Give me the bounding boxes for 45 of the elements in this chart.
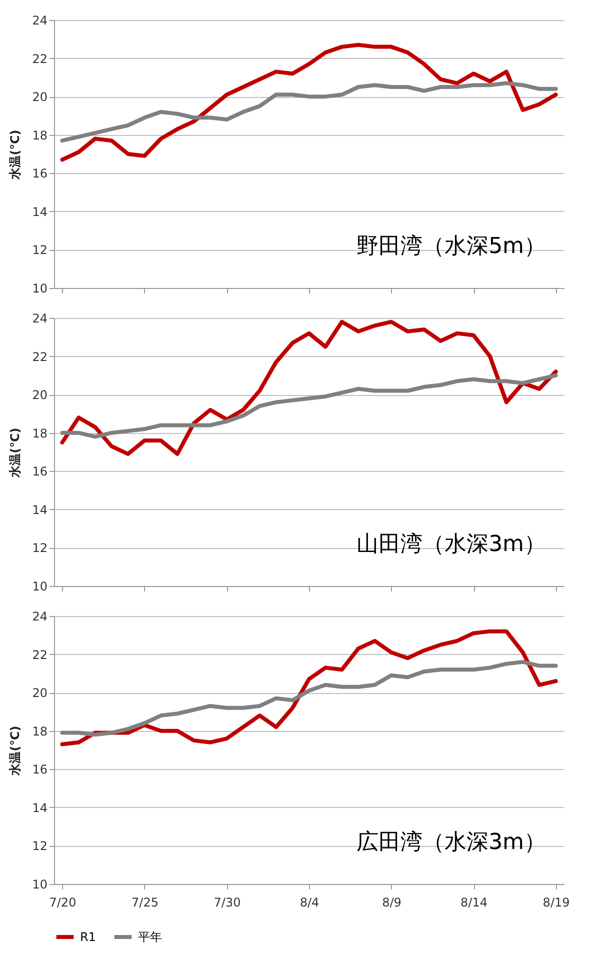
- line-series: [60, 373, 558, 439]
- legend-label: 平年: [138, 930, 162, 944]
- y-tick-label: 10: [32, 580, 48, 594]
- y-tick-label: 18: [32, 426, 48, 440]
- y-tick-label: 24: [32, 312, 48, 326]
- y-tick-label: 24: [32, 610, 48, 624]
- x-tick-label: 8/4: [300, 896, 320, 910]
- y-tick-label: 16: [32, 464, 48, 479]
- y-axis-title: 水温(℃): [8, 130, 22, 180]
- line-series: [60, 320, 558, 456]
- x-tick-label: 7/20: [49, 896, 76, 910]
- line-series: [60, 42, 558, 162]
- y-axis-title: 水温(℃): [8, 726, 22, 776]
- y-tick-label: 16: [32, 166, 48, 181]
- x-tick-label: 7/25: [132, 896, 158, 910]
- y-axis-title: 水温(℃): [8, 428, 22, 478]
- x-tick-label: 8/9: [382, 896, 402, 910]
- y-tick-label: 10: [32, 282, 48, 296]
- line-series: [60, 81, 558, 143]
- y-tick-label: 12: [32, 839, 48, 854]
- line-series: [60, 629, 558, 746]
- y-tick-label: 22: [32, 350, 48, 364]
- x-tick-label: 7/30: [214, 896, 241, 910]
- y-tick-label: 20: [32, 686, 48, 700]
- y-tick-label: 20: [32, 90, 48, 104]
- y-tick-label: 20: [32, 388, 48, 402]
- y-tick-label: 18: [32, 724, 48, 738]
- y-tick-label: 16: [32, 762, 48, 777]
- annotation: 山田湾（水深3m）: [356, 532, 546, 557]
- y-tick-label: 24: [32, 14, 48, 28]
- line-series: [60, 660, 558, 737]
- y-tick-label: 12: [32, 541, 48, 556]
- y-tick-label: 14: [32, 204, 48, 219]
- y-tick-label: 14: [32, 502, 48, 517]
- y-tick-label: 18: [32, 128, 48, 142]
- y-tick-label: 22: [32, 52, 48, 66]
- x-tick-label: 8/19: [542, 896, 570, 910]
- y-tick-label: 14: [32, 800, 48, 815]
- y-tick-label: 12: [32, 243, 48, 258]
- x-tick-label: 8/14: [460, 896, 488, 910]
- y-tick-label: 22: [32, 648, 48, 662]
- annotation: 野田湾（水深5m）: [356, 234, 546, 259]
- y-tick-label: 10: [32, 878, 48, 892]
- legend-label: R1: [80, 930, 96, 944]
- annotation: 広田湾（水深3m）: [356, 830, 546, 855]
